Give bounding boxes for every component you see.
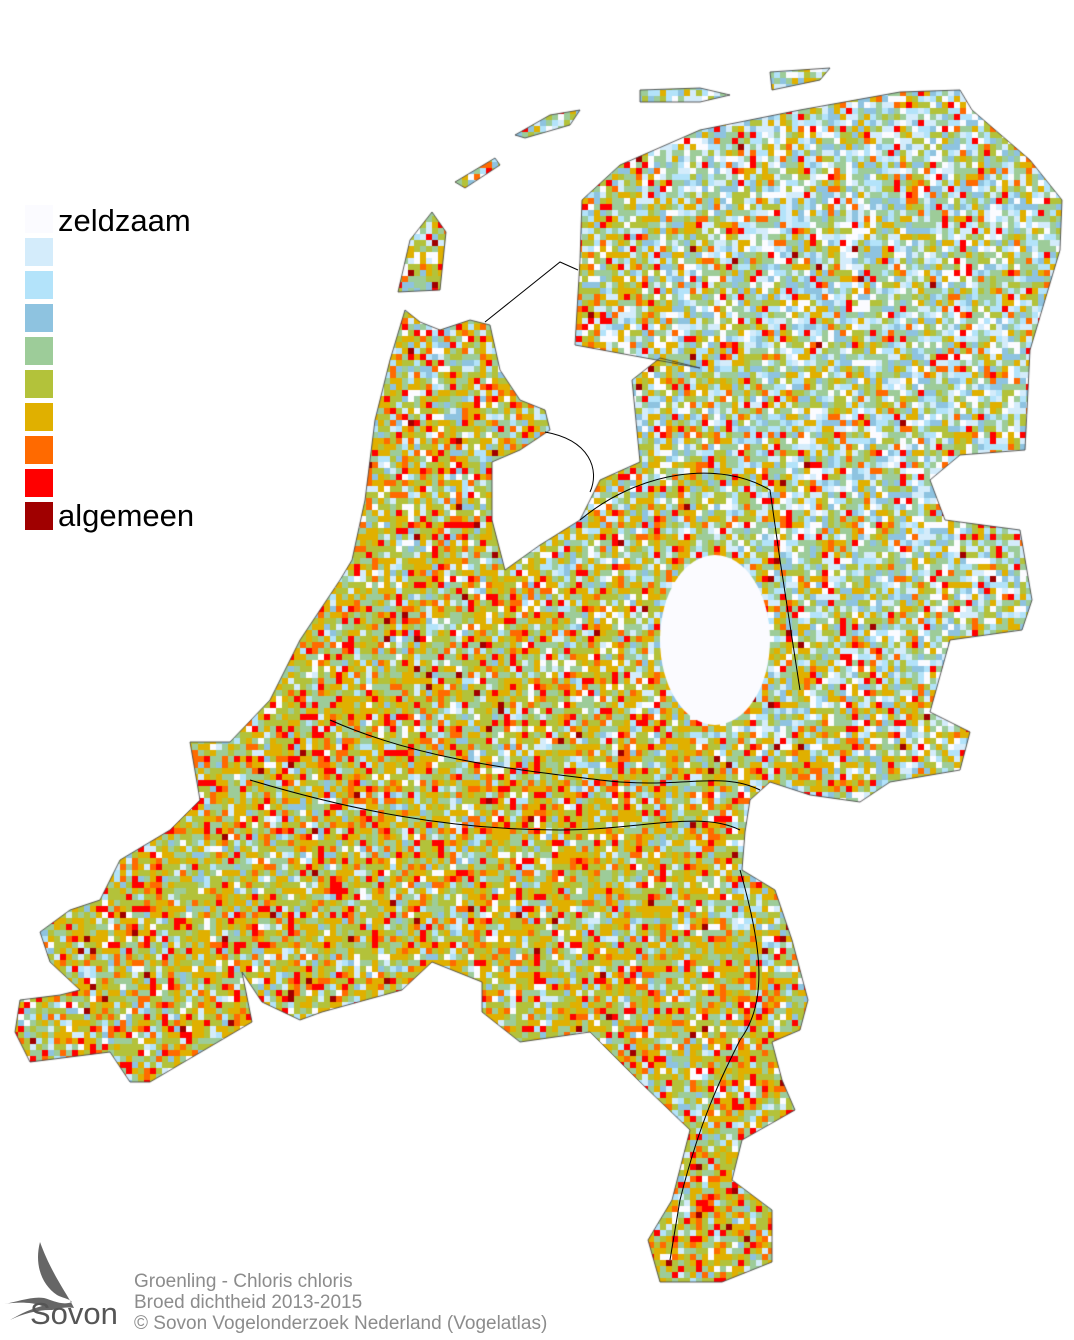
legend-label-common: algemeen xyxy=(58,498,195,533)
legend-swatch xyxy=(25,205,53,233)
legend-label-rare: zeldzaam xyxy=(58,203,191,238)
legend-swatch xyxy=(25,469,53,497)
legend-swatch xyxy=(25,502,53,530)
legend-swatch xyxy=(25,337,53,365)
legend-swatch xyxy=(25,403,53,431)
legend-swatch xyxy=(25,238,53,266)
map-subtitle: Broed dichtheid 2013-2015 xyxy=(134,1292,363,1313)
legend-swatch xyxy=(25,436,53,464)
legend-swatch xyxy=(25,370,53,398)
sovon-logo-text: Sovon xyxy=(30,1296,118,1331)
legend-swatch xyxy=(25,304,53,332)
species-title: Groenling - Chloris chloris xyxy=(134,1271,353,1292)
map-credits: Groenling - Chloris chloris Broed dichth… xyxy=(134,1271,547,1334)
legend-swatch xyxy=(25,271,53,299)
copyright: © Sovon Vogelonderzoek Nederland (Vogela… xyxy=(134,1313,548,1334)
swallow-icon xyxy=(4,1242,74,1320)
